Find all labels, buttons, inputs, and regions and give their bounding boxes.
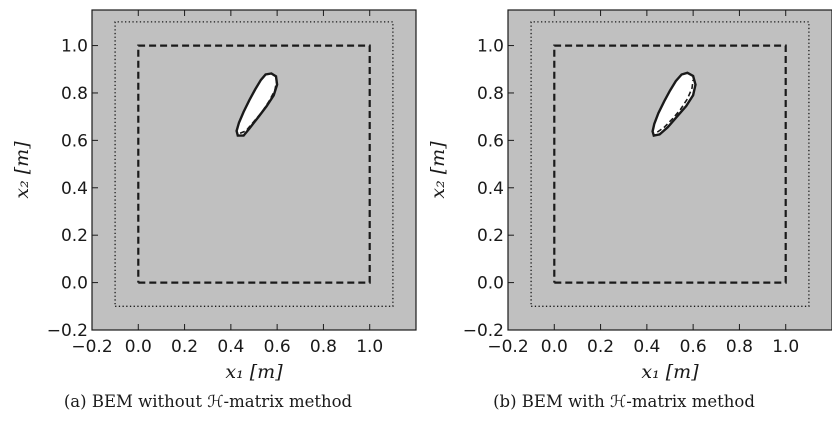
caption-a: (a) BEM without ℋ-matrix method bbox=[63, 392, 353, 411]
x-tick-label: 1.0 bbox=[356, 337, 383, 357]
outer-dotted-boundary bbox=[114, 21, 394, 307]
x-tick-label: 0.2 bbox=[171, 337, 198, 357]
x-tick-label: 0.0 bbox=[125, 337, 152, 357]
true-inclusion-dashed-contour bbox=[239, 82, 278, 135]
y-tick-label: 0.2 bbox=[61, 226, 88, 246]
y-tick-label: 0.4 bbox=[477, 179, 504, 199]
x-axis-label: x₁ [m] bbox=[225, 361, 283, 383]
outer-dotted-boundary bbox=[530, 21, 810, 307]
y-tick-label: 1.0 bbox=[477, 37, 504, 57]
y-tick-label: 0.0 bbox=[61, 274, 88, 294]
y-tick-label: 0.8 bbox=[61, 84, 88, 104]
reconstructed-inclusion-contour bbox=[651, 71, 697, 138]
x-tick-label: 0.6 bbox=[264, 337, 291, 357]
y-tick-label: −0.2 bbox=[47, 321, 88, 341]
y-tick-label: 0.6 bbox=[477, 131, 504, 151]
plot-area bbox=[507, 9, 832, 331]
y-tick-label: 0.0 bbox=[477, 274, 504, 294]
y-tick-label: 0.8 bbox=[477, 84, 504, 104]
x-tick-label: 0.6 bbox=[680, 337, 707, 357]
caption-b: (b) BEM with ℋ-matrix method bbox=[493, 392, 755, 411]
chart-b: −0.2 0.0 0.2 0.4 0.6 0.8 1.0 −0.2 0.0 0.2 0.4 0.6 0.… bbox=[427, 9, 832, 383]
y-tick-label: 0.2 bbox=[477, 226, 504, 246]
domain-dashed-boundary bbox=[553, 44, 787, 284]
y-tick-label: 0.4 bbox=[61, 179, 88, 199]
y-tick-label: 0.6 bbox=[61, 131, 88, 151]
x-tick-label: 0.4 bbox=[633, 337, 660, 357]
x-tick-label: −0.2 bbox=[71, 337, 112, 357]
x-tick-label: 0.0 bbox=[541, 337, 568, 357]
x-tick-label: 1.0 bbox=[772, 337, 799, 357]
plot-area bbox=[91, 9, 417, 331]
panel-a: −0.2 0.0 0.2 0.4 0.6 0.8 1.0 −0.2 0.0 0.2 0.4 0.6 0.… bbox=[11, 9, 417, 411]
x-tick-label: 0.8 bbox=[310, 337, 337, 357]
y-tick-label: −0.2 bbox=[463, 321, 504, 341]
x-tick-label: 0.8 bbox=[726, 337, 753, 357]
chart-a: −0.2 0.0 0.2 0.4 0.6 0.8 1.0 −0.2 0.0 0.2 0.4 0.6 0.… bbox=[11, 9, 417, 383]
y-axis-label: x₂ [m] bbox=[427, 141, 449, 199]
y-tick-label: 1.0 bbox=[61, 37, 88, 57]
true-inclusion-dashed-contour bbox=[656, 79, 694, 133]
x-tick-label: −0.2 bbox=[487, 337, 528, 357]
y-axis-label: x₂ [m] bbox=[11, 141, 33, 199]
x-axis-label: x₁ [m] bbox=[641, 361, 699, 383]
domain-dashed-boundary bbox=[137, 44, 371, 284]
x-tick-label: 0.2 bbox=[587, 337, 614, 357]
x-tick-label: 0.4 bbox=[217, 337, 244, 357]
panel-b: −0.2 0.0 0.2 0.4 0.6 0.8 1.0 −0.2 0.0 0.2 0.4 0.6 0.… bbox=[416, 0, 832, 424]
